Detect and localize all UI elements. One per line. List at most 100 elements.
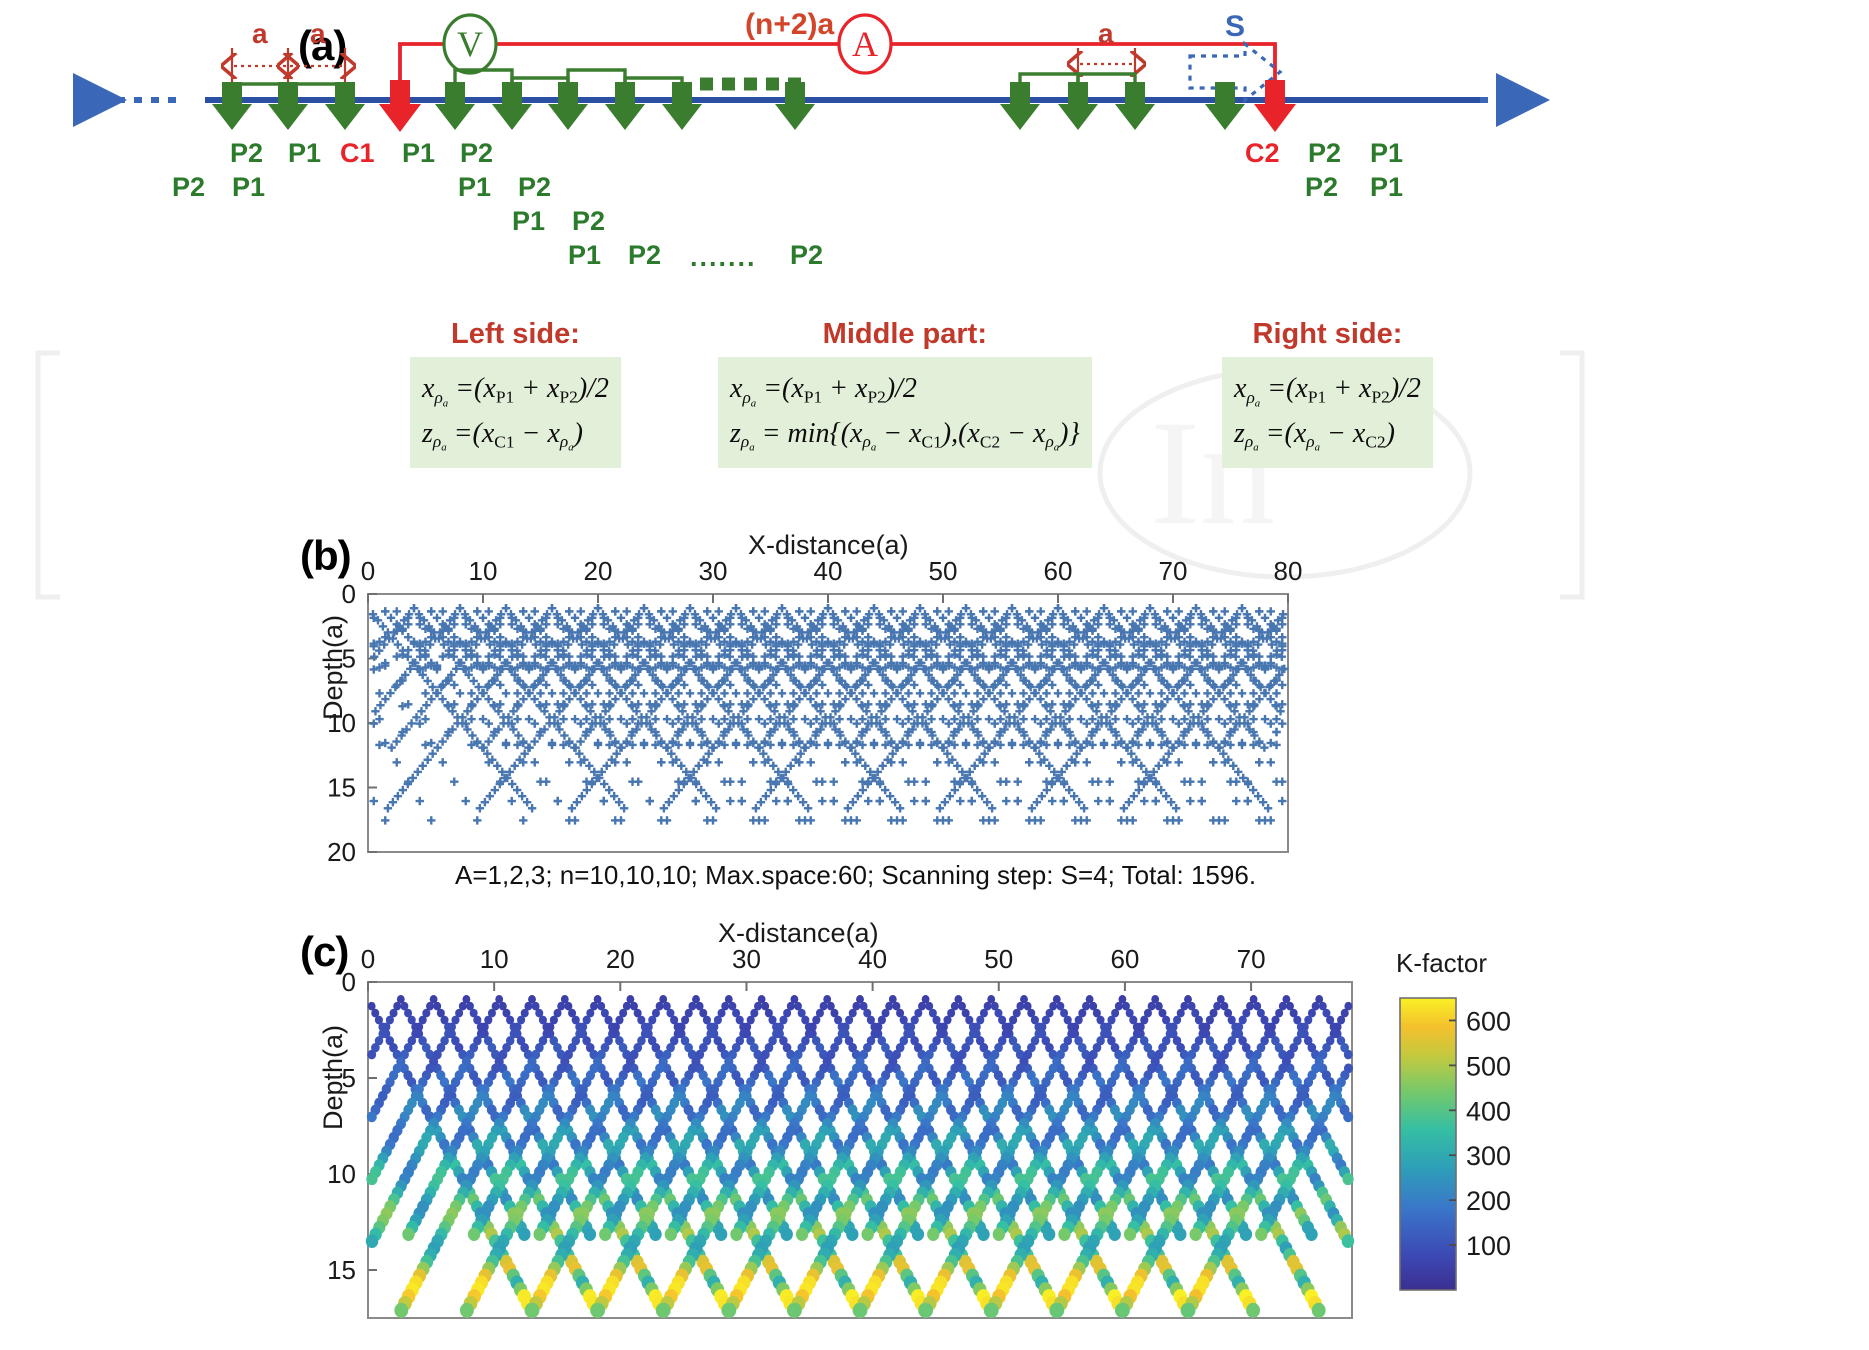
- panel-c-marker: [630, 1001, 638, 1011]
- svg-text:V: V: [457, 24, 483, 64]
- panel-c-marker: [861, 1227, 874, 1241]
- panel-c-marker: [808, 1022, 817, 1032]
- panel-c-marker: [615, 1015, 624, 1025]
- panel-c-marker: [954, 995, 963, 1004]
- panel-c-marker: [888, 995, 897, 1004]
- panel-c-xtick-label: 10: [480, 944, 509, 974]
- colorbar-tick-label: 500: [1466, 1051, 1511, 1081]
- panel-c-marker: [702, 1036, 712, 1046]
- panel-c-marker: [618, 1042, 628, 1053]
- panel-b-xlabel: X-distance(a): [748, 530, 909, 560]
- panel-b-xtick-label: 30: [699, 556, 728, 586]
- formula-group-middle: Middle part: xρa =(xP1 + xP2)/2 zρa = mi…: [718, 318, 1092, 469]
- panel-c-marker: [1114, 1001, 1123, 1011]
- panel-c-marker: [877, 1036, 887, 1046]
- electrode-label-p2: P2: [1308, 138, 1342, 168]
- panel-c-marker: [1070, 1022, 1080, 1032]
- panel-b-xtick-label: 80: [1274, 556, 1303, 586]
- panel-c-marker: [790, 995, 799, 1004]
- panel-c-marker: [567, 1042, 577, 1053]
- electrode-label-p1: P1: [402, 138, 436, 168]
- panel-c-marker: [1096, 1036, 1105, 1046]
- panel-c-marker: [1289, 1042, 1299, 1053]
- panel-c-marker: [746, 1036, 755, 1046]
- panel-c-marker: [480, 1022, 489, 1032]
- panel-c-marker: [1282, 995, 1291, 1004]
- panel-c-marker: [1045, 1042, 1054, 1053]
- panel-c-marker: [710, 1022, 719, 1032]
- panel-c-xtick-label: 60: [1110, 944, 1139, 974]
- span-label-n-plus-2a: (n+2)a: [745, 8, 835, 41]
- panel-c-marker: [469, 1008, 478, 1018]
- panel-c-marker: [801, 1015, 810, 1025]
- panel-c-ytick-label: 15: [327, 1255, 356, 1285]
- panel-c-marker: [994, 1008, 1003, 1018]
- panel-c-marker: [651, 1008, 660, 1018]
- panel-c-marker: [394, 1302, 409, 1318]
- panel-c-marker: [1303, 1036, 1313, 1046]
- panel-c-marker: [407, 1015, 416, 1025]
- panel-c-marker: [968, 1029, 978, 1039]
- panel-c-marker: [1194, 1036, 1204, 1046]
- panel-c-marker: [1027, 1042, 1036, 1053]
- panel-c-marker: [681, 1015, 690, 1025]
- panel-c-marker: [972, 1022, 981, 1032]
- panel-c-marker: [764, 1008, 773, 1018]
- electrode-label-p2: P2: [790, 240, 824, 270]
- panel-c-marker: [476, 1029, 486, 1039]
- electrode-label-c2: C2: [1245, 138, 1280, 168]
- panel-c-marker: [640, 1029, 650, 1039]
- panel-c-marker: [1253, 1001, 1262, 1011]
- panel-c-marker: [626, 995, 635, 1004]
- panel-c-marker: [1115, 1302, 1130, 1318]
- panel-c-marker: [1184, 995, 1192, 1004]
- scanning-step-label: S: [1225, 10, 1246, 43]
- panel-c-marker: [473, 1015, 482, 1025]
- formula-middle-x: xρa =(xP1 + xP2)/2: [730, 373, 917, 409]
- panel-c-marker: [1169, 1022, 1178, 1032]
- panel-c-marker: [717, 1008, 726, 1018]
- panel-c-marker: [365, 1234, 379, 1248]
- panel-c-marker: [1132, 1029, 1142, 1039]
- panel-c-marker: [429, 995, 438, 1004]
- panel-c-marker: [692, 995, 700, 1004]
- panel-c-xtick-label: 0: [361, 944, 375, 974]
- panel-c-marker: [1140, 1015, 1149, 1025]
- electrode-arrow-green: [548, 82, 588, 130]
- panel-c-marker: [899, 1036, 909, 1046]
- panel-c-marker: [721, 1001, 730, 1011]
- panel-c-marker: [385, 1015, 394, 1025]
- panel-c-marker: [1325, 1036, 1335, 1046]
- panel-c-marker: [870, 1029, 879, 1039]
- panel-b-ytick-label: 15: [327, 773, 356, 803]
- panel-c-marker: [1176, 1008, 1185, 1018]
- panel-c-marker: [578, 1022, 588, 1032]
- panel-c-marker: [997, 1036, 1007, 1046]
- panel-c-marker: [1020, 995, 1028, 1004]
- panel-c-marker: [404, 1008, 413, 1018]
- panel-c-marker: [402, 1227, 415, 1241]
- panel-c-marker: [779, 1036, 788, 1046]
- panel-c-marker: [633, 1042, 643, 1053]
- panel-c-marker: [834, 1015, 843, 1025]
- panel-c-marker: [852, 1001, 861, 1011]
- panel-c-marker: [1030, 1036, 1040, 1046]
- panel-c-marker: [1275, 1008, 1284, 1018]
- panel-c-marker: [1143, 1008, 1152, 1018]
- panel-c-marker: [557, 1001, 566, 1011]
- panel-c-marker: [1278, 1001, 1287, 1011]
- panel-c-marker: [637, 1036, 646, 1046]
- panel-c-marker: [699, 1008, 708, 1018]
- panel-c-marker: [664, 1227, 678, 1241]
- panel-c-marker: [961, 1042, 971, 1053]
- panel-c-marker: [393, 1001, 402, 1011]
- panel-c-marker: [1209, 1042, 1218, 1053]
- panel-c-marker: [987, 995, 996, 1004]
- panel-c-marker: [1322, 1042, 1331, 1053]
- electrode-arrows: [212, 80, 1296, 132]
- panel-c-marker: [990, 1001, 999, 1011]
- panel-c-marker: [484, 1015, 493, 1025]
- panel-c-marker: [382, 1022, 391, 1032]
- panel-c-marker: [600, 1008, 609, 1018]
